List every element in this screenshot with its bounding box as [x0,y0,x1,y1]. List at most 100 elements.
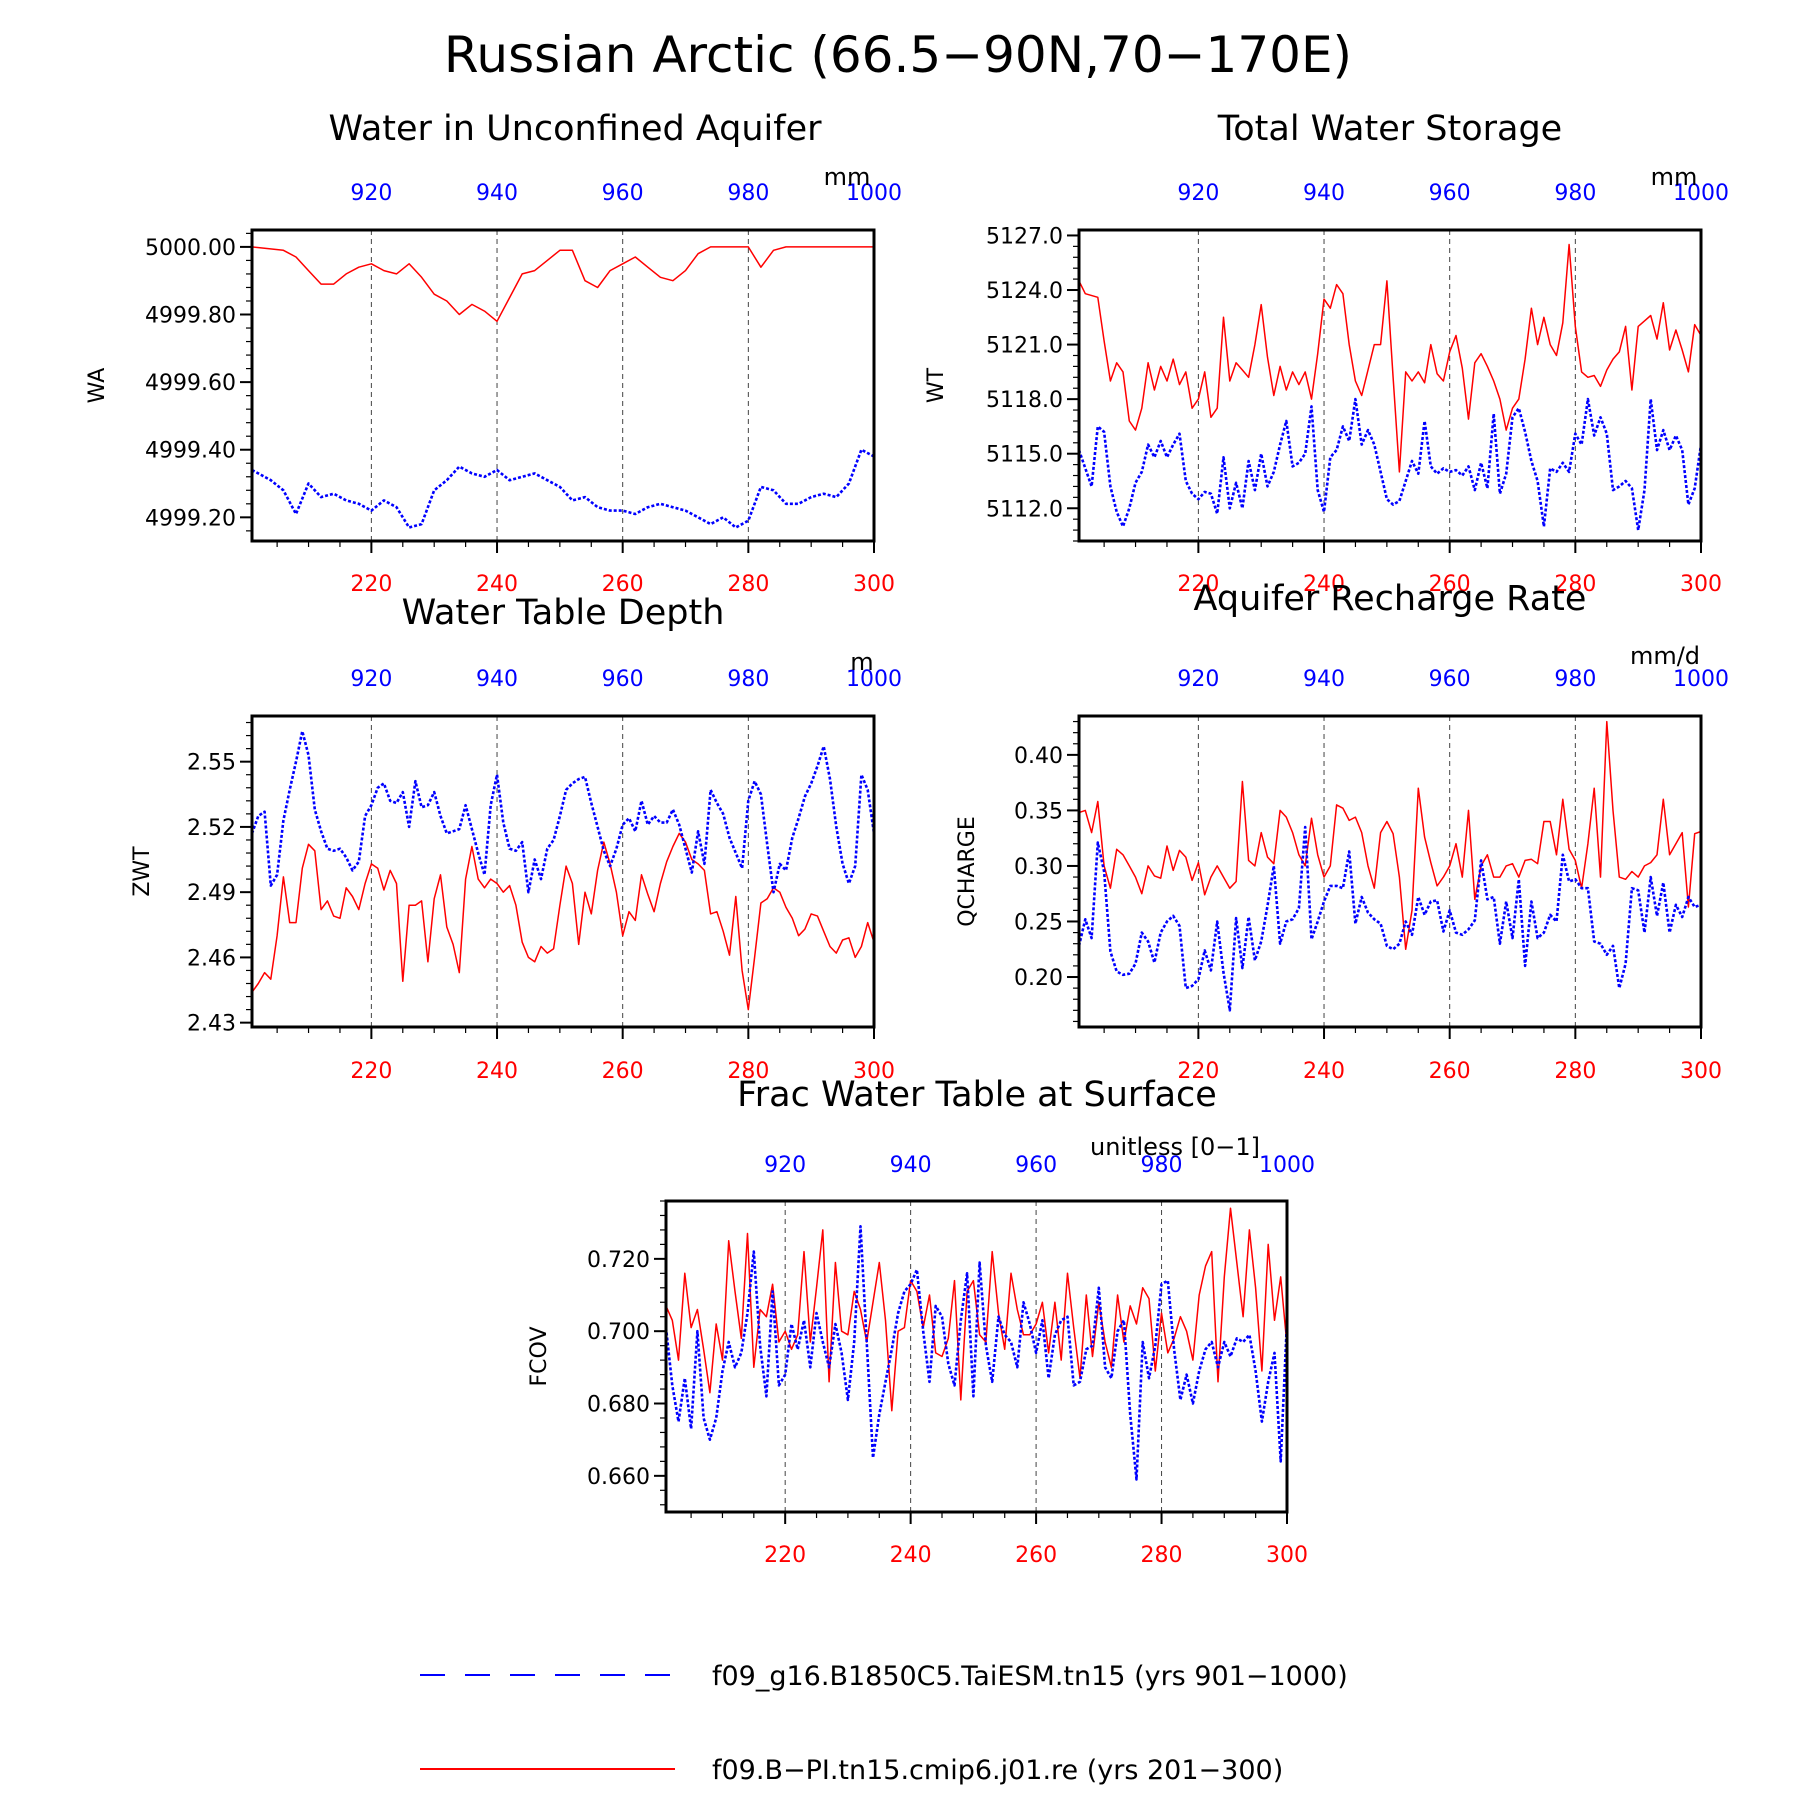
x-bottom-tick-label: 280 [1554,572,1596,597]
legend: f09_g16.B1850C5.TaiESM.tn15 (yrs 901−100… [420,1661,1348,1786]
y-tick-label: 2.49 [187,881,236,906]
x-bottom-tick-label: 300 [1680,1059,1722,1084]
x-bottom-tick-label: 260 [1015,1543,1057,1568]
y-tick-label: 0.30 [1014,855,1063,880]
panel-4: Aquifer Recharge Rate 0.40 0.35 0.30 0.25 0.2… [955,579,1729,1084]
x-bottom-tick-label: 300 [1266,1543,1308,1568]
y-tick-label: 2.55 [187,751,236,776]
x-top-tick-label: 1000 [846,667,902,692]
x-top-tick-label: 960 [602,667,644,692]
figure-title: Russian Arctic (66.5−90N,70−170E) [444,26,1352,84]
panel-title: Aquifer Recharge Rate [1194,579,1587,619]
y-tick-label: 5118.0 [986,388,1063,413]
series-line-blue [250,729,876,894]
x-bottom-tick-label: 240 [890,1543,932,1568]
x-top-tick-label: 960 [1429,667,1471,692]
x-top-tick-label: 920 [764,1153,806,1178]
y-tick-label: 0.40 [1014,744,1063,769]
x-bottom-tick-label: 280 [727,1059,769,1084]
panel-title: Water in Unconfined Aquifer [328,109,822,149]
series-line-red [1078,243,1702,473]
panel-2: Total Water Storage 5127.0 5124.0 5121.0 511… [924,109,1729,597]
panel-3: Water Table Depth 2.55 2.52 2.49 2.46 2.43 ZWT… [130,593,902,1084]
unit-label: mm [1651,163,1698,191]
plot-frame [664,1199,1289,1514]
x-bottom-tick-label: 240 [1303,572,1345,597]
x-top-tick-label: 960 [1429,181,1471,206]
x-top-tick-label: 980 [1554,181,1596,206]
unit-label: mm/d [1630,642,1700,670]
x-top-tick-label: 980 [727,667,769,692]
x-bottom-tick-label: 220 [1177,572,1219,597]
x-bottom-tick-label: 300 [853,572,895,597]
y-tick-label: 0.660 [587,1465,650,1490]
legend-label-red: f09.B−PI.tn15.cmip6.j01.re (yrs 201−300) [712,1755,1283,1786]
y-tick-label: 5127.0 [986,224,1063,249]
y-tick-label: 2.43 [187,1012,236,1037]
y-tick-label: 0.680 [587,1393,650,1418]
plot-frame [1077,714,1703,1029]
series-line-blue [664,1225,1289,1481]
x-top-tick-label: 1000 [1259,1153,1315,1178]
y-tick-label: 5124.0 [986,279,1063,304]
y-tick-label: 5115.0 [986,443,1063,468]
y-tick-label: 4999.80 [145,304,236,329]
x-bottom-tick-label: 280 [1554,1059,1596,1084]
panels: Water in Unconfined Aquifer 5000.00 4999.8… [85,109,1729,1568]
x-top-tick-label: 960 [602,181,644,206]
y-axis-label: FCOV [527,1327,552,1387]
x-bottom-tick-label: 300 [1680,572,1722,597]
x-top-tick-label: 980 [727,181,769,206]
y-tick-label: 0.700 [587,1320,650,1345]
y-tick-label: 0.25 [1014,910,1063,935]
plot-frame [1077,228,1703,543]
y-tick-label: 0.35 [1014,799,1063,824]
panel-title: Total Water Storage [1217,109,1562,149]
x-top-tick-label: 940 [476,181,518,206]
x-bottom-tick-label: 240 [476,572,518,597]
x-bottom-tick-label: 240 [1303,1059,1345,1084]
x-bottom-tick-label: 260 [1429,572,1471,597]
y-axis-label: WT [924,367,949,403]
x-top-tick-label: 1000 [1673,667,1729,692]
x-top-tick-label: 920 [350,181,392,206]
y-tick-label: 5112.0 [986,497,1063,522]
panel-5: Frac Water Table at Surface 0.720 0.700 0.6… [527,1075,1315,1568]
unit-label: m [850,648,873,676]
x-bottom-tick-label: 240 [476,1059,518,1084]
plot-frame [250,714,876,1029]
plot-frame [250,228,876,543]
legend-label-blue: f09_g16.B1850C5.TaiESM.tn15 (yrs 901−100… [712,1661,1348,1692]
panel-title: Water Table Depth [402,593,725,633]
series-line-red [251,832,875,1011]
y-tick-label: 2.46 [187,946,236,971]
x-bottom-tick-label: 280 [1141,1543,1183,1568]
x-top-tick-label: 980 [1141,1153,1183,1178]
x-top-tick-label: 980 [1554,667,1596,692]
y-tick-label: 5000.00 [145,236,236,261]
x-top-tick-label: 920 [1177,181,1219,206]
y-tick-label: 4999.20 [145,506,236,531]
panel-title: Frac Water Table at Surface [737,1075,1217,1115]
x-bottom-tick-label: 220 [350,1059,392,1084]
x-bottom-tick-label: 260 [602,572,644,597]
series-line-red [665,1207,1288,1412]
x-bottom-tick-label: 220 [350,572,392,597]
series-line-blue [251,448,875,529]
y-tick-label: 5121.0 [986,334,1063,359]
y-axis-label: WA [85,368,110,404]
series-line-blue [1077,825,1702,1012]
x-top-tick-label: 960 [1015,1153,1057,1178]
series-line-red [1078,720,1702,951]
y-tick-label: 4999.40 [145,439,236,464]
y-tick-label: 0.720 [587,1248,650,1273]
x-bottom-tick-label: 260 [602,1059,644,1084]
x-bottom-tick-label: 300 [853,1059,895,1084]
x-top-tick-label: 1000 [1673,181,1729,206]
x-top-tick-label: 1000 [846,181,902,206]
unit-label: unitless [0−1] [1090,1133,1260,1161]
x-top-tick-label: 940 [1303,181,1345,206]
x-top-tick-label: 940 [1303,667,1345,692]
y-tick-label: 2.52 [187,816,236,841]
